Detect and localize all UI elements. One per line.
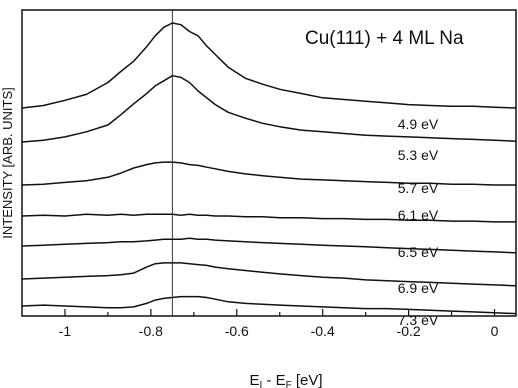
x-axis-label: EI - EF [eV] (249, 372, 322, 388)
x-tick-label: -0.8 (139, 323, 163, 339)
spectrum-line (21, 161, 517, 186)
series-label: 6.1 eV (398, 207, 439, 223)
x-axis-label-unit: [eV] (292, 372, 323, 388)
x-axis-label-main: E (249, 372, 259, 388)
spectrum-line (21, 22, 517, 109)
spectrum-line (21, 262, 517, 287)
spectrum-line (21, 74, 517, 143)
x-tick-label: -1 (59, 323, 72, 339)
series-label: 6.5 eV (398, 244, 439, 260)
x-tick-label: -0.4 (311, 323, 335, 339)
series-labels: 4.9 eV5.3 eV5.7 eV6.1 eV6.5 eV6.9 eV7.3 … (398, 116, 439, 328)
spectrum-line (21, 237, 517, 254)
x-axis-tick-labels: -1 -0.8 -0.6 -0.4 -0.2 0 (59, 323, 499, 339)
chart-title: Cu(111) + 4 ML Na (305, 28, 464, 49)
spectrum-line (21, 295, 517, 315)
spectra-lines (21, 22, 517, 315)
x-axis-ticks (64, 309, 496, 316)
y-axis-label: INTENSITY [ARB. UNITS] (0, 87, 15, 238)
series-label: 4.9 eV (398, 116, 439, 132)
x-axis-label-sub-fermi: F (286, 380, 292, 388)
series-label: 6.9 eV (398, 280, 439, 296)
series-label: 5.7 eV (398, 180, 439, 196)
x-axis-label-minus-e: - E (262, 372, 285, 388)
x-tick-label: 0 (491, 323, 499, 339)
series-label: 5.3 eV (398, 147, 439, 163)
plot-frame (21, 9, 517, 317)
spectrum-line (21, 213, 517, 223)
x-tick-label: -0.2 (397, 323, 421, 339)
x-tick-label: -0.6 (225, 323, 249, 339)
plot-area: 4.9 eV5.3 eV5.7 eV6.1 eV6.5 eV6.9 eV7.3 … (21, 9, 517, 328)
x-axis-label-sub-initial: I (259, 380, 262, 388)
